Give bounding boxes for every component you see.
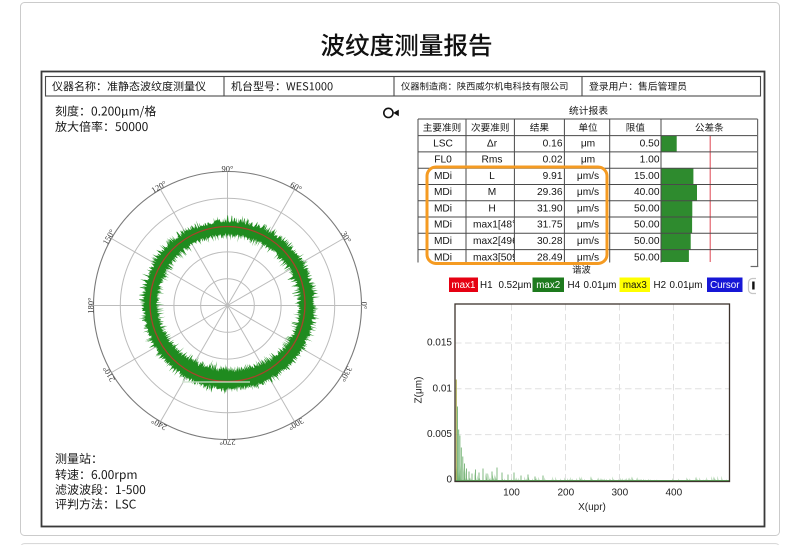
svg-text:MDi: MDi xyxy=(434,236,452,247)
svg-text:μm: μm xyxy=(581,155,595,166)
svg-text:H4: H4 xyxy=(568,280,581,291)
svg-text:100: 100 xyxy=(503,488,520,499)
svg-text:max3: max3 xyxy=(623,280,648,291)
svg-text:28.49: 28.49 xyxy=(537,252,563,263)
svg-text:H: H xyxy=(488,203,495,214)
svg-text:0.01μm: 0.01μm xyxy=(670,280,703,291)
svg-text:200: 200 xyxy=(557,488,574,499)
svg-text:Z(μm): Z(μm) xyxy=(414,377,425,404)
svg-text:400: 400 xyxy=(665,488,682,499)
svg-text:15.00: 15.00 xyxy=(634,171,660,182)
svg-text:50.00: 50.00 xyxy=(634,252,660,263)
svg-text:MDi: MDi xyxy=(434,187,452,198)
svg-text:0°: 0° xyxy=(360,302,370,310)
svg-text:L: L xyxy=(489,171,495,182)
svg-text:μm/s: μm/s xyxy=(577,171,599,182)
svg-text:40.00: 40.00 xyxy=(634,187,660,198)
svg-text:μm/s: μm/s xyxy=(577,236,599,247)
svg-text:0.02: 0.02 xyxy=(543,155,563,166)
svg-text:0.52μm: 0.52μm xyxy=(499,280,532,291)
svg-text:0.16: 0.16 xyxy=(543,138,563,149)
svg-text:0.01: 0.01 xyxy=(433,383,453,394)
svg-text:H2: H2 xyxy=(654,280,667,291)
svg-text:50.00: 50.00 xyxy=(634,236,660,247)
svg-text:μm/s: μm/s xyxy=(577,203,599,214)
svg-text:300: 300 xyxy=(611,488,628,499)
svg-text:Δr: Δr xyxy=(487,138,498,149)
svg-text:90°: 90° xyxy=(222,163,234,173)
svg-text:FL0: FL0 xyxy=(434,155,452,166)
svg-text:0.50: 0.50 xyxy=(640,138,660,149)
svg-text:0.005: 0.005 xyxy=(427,429,452,440)
svg-text:μm/s: μm/s xyxy=(577,220,599,231)
svg-text:MDi: MDi xyxy=(434,203,452,214)
svg-text:max2: max2 xyxy=(536,280,560,291)
svg-text:180°: 180° xyxy=(85,297,95,313)
svg-text:9.91: 9.91 xyxy=(543,171,563,182)
svg-text:max1[48°]: max1[48°] xyxy=(473,220,519,231)
svg-text:0: 0 xyxy=(446,475,452,486)
svg-text:50.00: 50.00 xyxy=(634,203,660,214)
svg-text:μm/s: μm/s xyxy=(577,252,599,263)
svg-text:0.015: 0.015 xyxy=(427,338,452,349)
svg-text:MDi: MDi xyxy=(434,252,452,263)
svg-text:0.01μm: 0.01μm xyxy=(584,280,617,291)
svg-text:μm: μm xyxy=(581,138,595,149)
svg-text:31.90: 31.90 xyxy=(537,203,563,214)
svg-text:1.00: 1.00 xyxy=(640,155,660,166)
svg-text:M: M xyxy=(488,187,497,198)
svg-text:max3[509]: max3[509] xyxy=(473,252,521,263)
svg-text:MDi: MDi xyxy=(434,220,452,231)
svg-text:50.00: 50.00 xyxy=(634,220,660,231)
svg-text:max2[496]: max2[496] xyxy=(473,236,521,247)
svg-text:max1: max1 xyxy=(452,280,476,291)
svg-text:Rms: Rms xyxy=(482,155,503,166)
svg-text:29.36: 29.36 xyxy=(537,187,563,198)
svg-text:30.28: 30.28 xyxy=(537,236,563,247)
svg-text:H1: H1 xyxy=(480,280,493,291)
svg-text:LSC: LSC xyxy=(433,138,453,149)
svg-text:31.75: 31.75 xyxy=(537,220,563,231)
svg-text:Cursor: Cursor xyxy=(710,280,740,291)
svg-text:MDi: MDi xyxy=(434,171,452,182)
svg-text:μm/s: μm/s xyxy=(577,187,599,198)
svg-text:X(upr): X(upr) xyxy=(578,502,606,513)
svg-text:270°: 270° xyxy=(219,438,235,448)
